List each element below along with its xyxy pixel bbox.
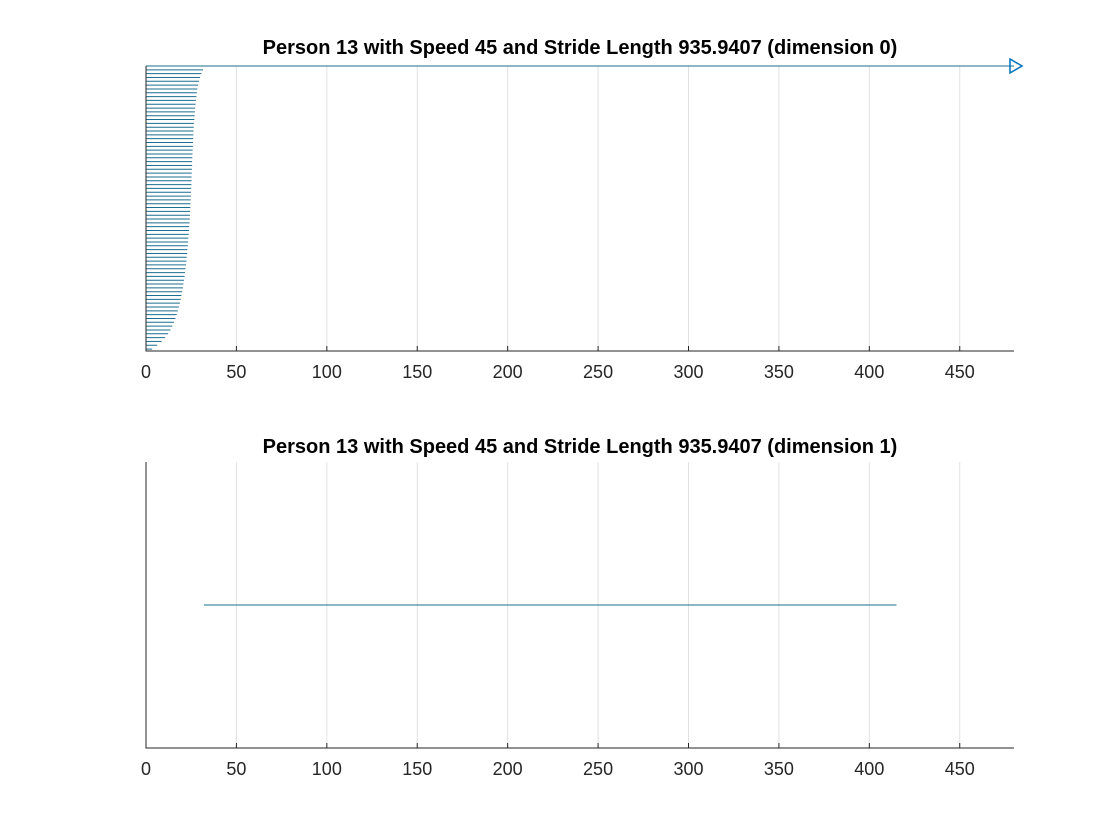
x-tick-label: 400 bbox=[854, 362, 884, 382]
axes-0 bbox=[145, 66, 1014, 352]
chart-title-1: Person 13 with Speed 45 and Stride Lengt… bbox=[263, 436, 898, 458]
x-tick-label: 450 bbox=[945, 362, 975, 382]
x-tick-label: 200 bbox=[493, 759, 523, 779]
bars-0 bbox=[146, 57, 1024, 350]
x-tick-label: 0 bbox=[141, 362, 151, 382]
axes-1 bbox=[145, 462, 1014, 749]
x-tick-label: 450 bbox=[945, 759, 975, 779]
x-tick-label: 50 bbox=[226, 362, 246, 382]
x-tick-label: 400 bbox=[854, 759, 884, 779]
x-tick-label: 250 bbox=[583, 362, 613, 382]
plot-dimension-1: Person 13 with Speed 45 and Stride Lengt… bbox=[141, 436, 1014, 779]
x-tick-label: 300 bbox=[673, 362, 703, 382]
x-tick-label: 0 bbox=[141, 759, 151, 779]
x-tick-label: 350 bbox=[764, 759, 794, 779]
overflow-marker bbox=[1009, 57, 1024, 75]
axis-lines bbox=[145, 462, 1014, 749]
x-tick-label: 150 bbox=[402, 362, 432, 382]
x-tick-label: 200 bbox=[493, 362, 523, 382]
x-tick-label: 250 bbox=[583, 759, 613, 779]
x-tick-label: 50 bbox=[226, 759, 246, 779]
x-tick-label: 100 bbox=[312, 362, 342, 382]
x-tick-label: 150 bbox=[402, 759, 432, 779]
x-tick-label: 350 bbox=[764, 362, 794, 382]
xtick-labels-0: 0 50 100 150 200 250 300 350 400 450 bbox=[141, 362, 975, 382]
xtick-labels-1: 0 50 100 150 200 250 300 350 400 450 bbox=[141, 759, 975, 779]
gridlines-0 bbox=[235, 66, 961, 351]
axis-lines bbox=[145, 66, 1014, 352]
x-tick-label: 100 bbox=[312, 759, 342, 779]
plot-dimension-0: Person 13 with Speed 45 and Stride Lengt… bbox=[141, 37, 1024, 382]
chart-title-0: Person 13 with Speed 45 and Stride Lengt… bbox=[263, 37, 898, 59]
x-tick-label: 300 bbox=[673, 759, 703, 779]
